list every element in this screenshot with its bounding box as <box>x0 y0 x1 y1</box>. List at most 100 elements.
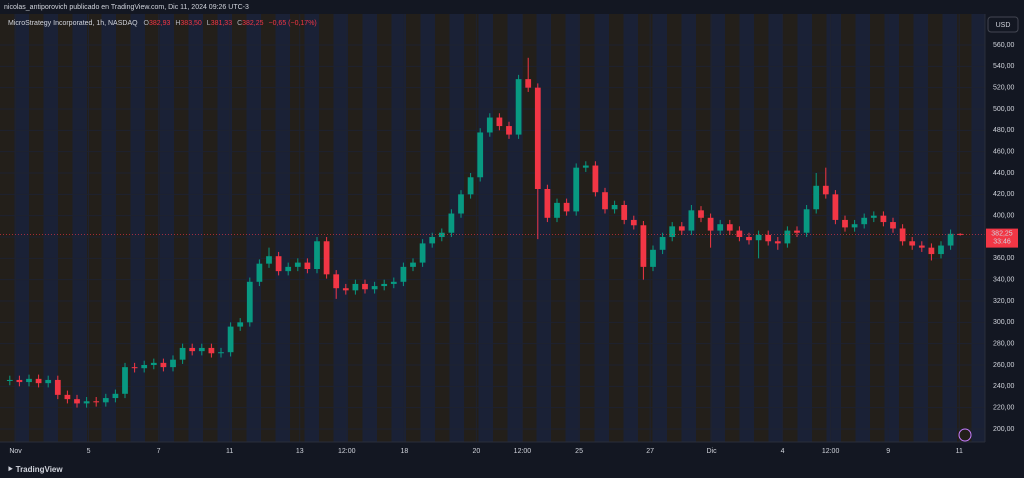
candle-body <box>726 224 733 231</box>
session-band <box>246 14 261 442</box>
countdown: 33:46 <box>993 238 1011 245</box>
candle-body <box>458 194 464 214</box>
session-band <box>420 14 435 442</box>
candle-body <box>122 367 128 394</box>
session-band <box>783 14 798 442</box>
x-tick-label: 9 <box>886 448 890 455</box>
y-tick-label: 420,00 <box>993 191 1015 198</box>
candle-body <box>630 219 637 226</box>
candle-body <box>707 217 714 231</box>
candle-body <box>582 165 589 168</box>
legend-high: 383,50 <box>180 20 202 27</box>
candle-body <box>131 367 138 369</box>
legend-low: 381,33 <box>211 20 233 27</box>
y-tick-label: 360,00 <box>993 255 1015 262</box>
session-band <box>812 14 827 442</box>
candle-body <box>26 378 32 383</box>
logo: ⯈ TradingView <box>7 465 63 474</box>
y-tick-label: 440,00 <box>993 170 1015 177</box>
x-tick-label: 12:00 <box>514 448 532 455</box>
lightning-button[interactable] <box>958 428 972 442</box>
session-band <box>609 14 624 442</box>
session-band <box>623 14 638 442</box>
x-tick-label: 12:00 <box>822 448 840 455</box>
candle-body <box>621 205 628 220</box>
session-band <box>232 14 247 442</box>
last-price-label: 382,25 <box>991 230 1013 237</box>
candle-body <box>899 228 906 242</box>
session-band <box>290 14 305 442</box>
candle-body <box>832 194 839 220</box>
candle-body <box>870 215 877 218</box>
candle-body <box>938 245 944 255</box>
session-background <box>0 14 985 442</box>
candle-body <box>419 243 426 263</box>
x-tick-label: 11 <box>956 448 963 455</box>
session-band <box>261 14 276 442</box>
candle-body <box>410 262 416 267</box>
candle-body <box>554 202 560 218</box>
candle-body <box>362 283 368 290</box>
candle-body <box>755 234 762 241</box>
candle-body <box>16 379 23 383</box>
candle-body <box>947 233 954 246</box>
session-band <box>29 14 44 442</box>
session-band <box>913 14 928 442</box>
y-tick-label: 240,00 <box>993 383 1015 390</box>
candle-body <box>150 362 157 365</box>
x-tick-label: 25 <box>575 448 583 455</box>
y-tick-label: 300,00 <box>993 319 1015 326</box>
session-band <box>464 14 479 442</box>
y-tick-label: 480,00 <box>993 127 1015 134</box>
symbol: MicroStrategy Incorporated, 1h, NASDAQ <box>8 20 138 27</box>
x-tick-label: 12:00 <box>338 448 356 455</box>
grid <box>0 14 985 442</box>
candle-body <box>102 398 109 403</box>
candle-body <box>477 132 484 178</box>
session-band <box>304 14 319 442</box>
header: nicolas_antiporovich publicado en Tradin… <box>4 4 249 11</box>
x-tick-label: 7 <box>157 448 161 455</box>
candle-body <box>611 205 618 210</box>
candle-body <box>746 237 752 241</box>
candle-body <box>486 117 493 133</box>
candle-body <box>928 247 935 255</box>
candle-body <box>803 209 810 233</box>
currency[interactable]: USD <box>996 22 1011 29</box>
currency-button[interactable] <box>987 16 1019 33</box>
candle-body <box>765 234 772 242</box>
candle-body <box>448 213 455 233</box>
candle-body <box>6 379 13 381</box>
session-band <box>362 14 377 442</box>
session-band <box>739 14 754 442</box>
candle-body <box>563 202 570 212</box>
candle-body <box>170 359 176 368</box>
candle-body <box>861 217 868 225</box>
candle-body <box>525 79 532 88</box>
session-band <box>0 14 15 442</box>
last-price-box <box>986 228 1018 248</box>
session-band <box>377 14 392 442</box>
y-tick-label: 280,00 <box>993 341 1015 348</box>
candle-body <box>698 210 704 218</box>
candle-body <box>93 401 100 403</box>
x-tick-label: 4 <box>781 448 785 455</box>
candle-body <box>198 347 205 352</box>
legend-open: 382,93 <box>149 20 171 27</box>
candle-body <box>851 224 858 228</box>
candle-body <box>842 219 848 228</box>
candle-body <box>890 222 896 229</box>
legend-close: 382,25 <box>242 20 264 27</box>
candle-body <box>74 399 80 404</box>
session-band <box>203 14 218 442</box>
candle-body <box>400 266 407 282</box>
legend-key: O <box>144 20 150 27</box>
candle-body <box>141 365 148 369</box>
y-tick-label: 220,00 <box>993 405 1015 412</box>
candle-body <box>112 393 119 399</box>
candle-body <box>275 256 282 272</box>
candle-body <box>381 283 388 287</box>
session-band <box>870 14 885 442</box>
